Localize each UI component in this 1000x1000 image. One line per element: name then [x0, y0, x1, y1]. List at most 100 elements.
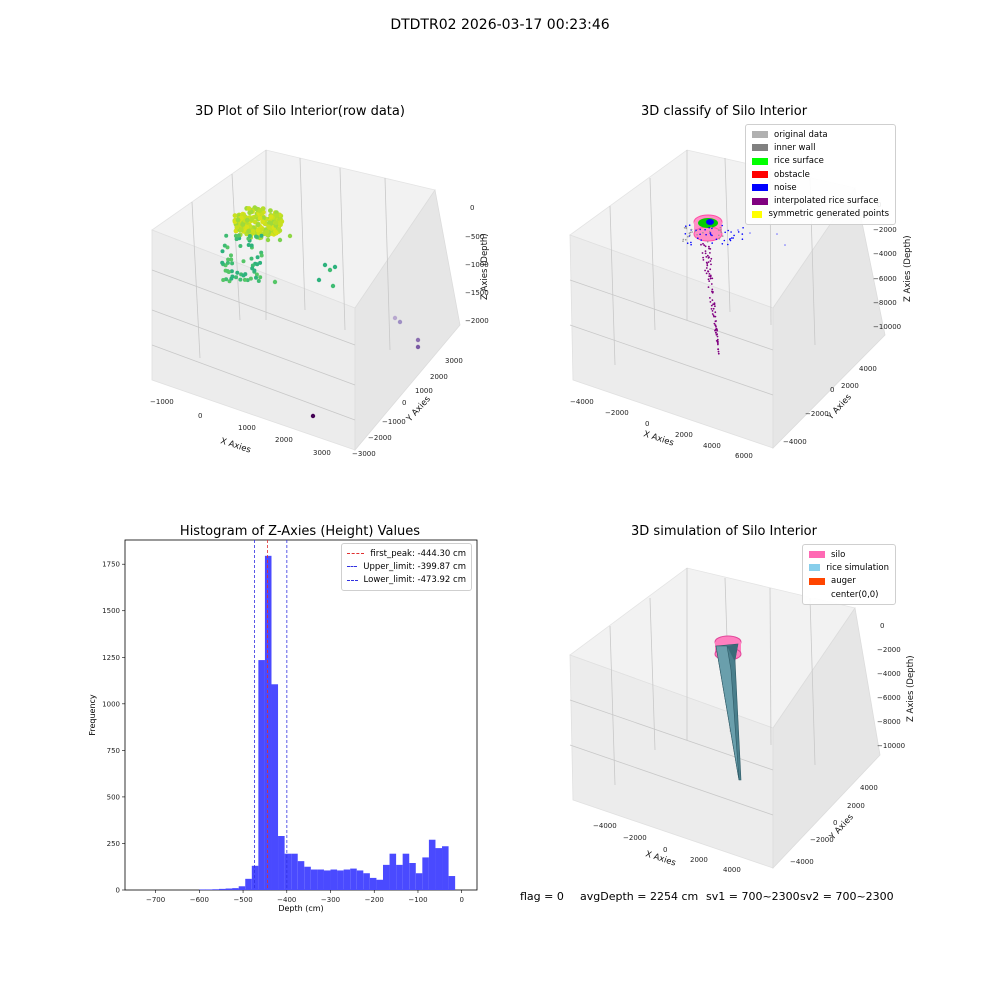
interpolated-point [704, 245, 707, 248]
histogram-xtick-label: 0 [459, 896, 463, 904]
histogram-bar [271, 684, 279, 890]
classify-xtick: 2000 [675, 431, 693, 439]
histogram-bar [409, 863, 416, 890]
raw-point [247, 234, 252, 238]
noise-point [697, 237, 699, 239]
interpolated-point [705, 261, 708, 264]
raw-point [224, 233, 229, 238]
histogram-bar [323, 870, 331, 890]
interpolated-point [712, 314, 715, 317]
raw-ytick: −1000 [382, 418, 406, 426]
interpolated-point [703, 244, 706, 247]
histogram-ytick-label: 0 [116, 887, 120, 895]
interpolated-point [709, 260, 712, 262]
noise-point [737, 231, 740, 233]
classify-plot-title: 3D classify of Silo Interior [640, 104, 808, 119]
interpolated-point [710, 257, 713, 260]
classify-ztick: −4000 [873, 250, 897, 258]
raw-point [248, 276, 253, 281]
interpolated-point [704, 269, 706, 272]
noise-point [715, 238, 718, 241]
classify-legend-swatch [752, 197, 768, 205]
histogram-bar [284, 853, 292, 890]
simulation-ztick: −6000 [877, 694, 901, 702]
raw-xtick: 1000 [238, 424, 256, 432]
raw-point [249, 243, 254, 248]
classify-legend-swatch [752, 210, 763, 218]
histogram-bar [317, 869, 324, 890]
original-point [721, 235, 724, 237]
interpolated-point [717, 348, 720, 351]
interpolated-point [717, 352, 720, 355]
raw-point [246, 243, 251, 247]
histogram-ytick-label: 1250 [102, 654, 120, 662]
raw-ztick: −1000 [465, 261, 489, 269]
histogram-legend-line [347, 566, 358, 568]
interpolated-point [711, 277, 714, 280]
histogram-bar [330, 869, 338, 890]
noise-point [704, 228, 706, 231]
raw-point [415, 344, 421, 350]
classify-legend-swatch [752, 184, 768, 192]
raw-point [232, 213, 238, 218]
classify-legend-label: interpolated rice surface [774, 196, 879, 207]
raw-point [258, 260, 263, 265]
status-avg-depth: avgDepth = 2254 cm [580, 890, 699, 903]
raw-point [287, 233, 293, 239]
raw-point [257, 215, 263, 221]
status-sv2: sv2 = 700~2300 [800, 890, 894, 903]
interpolated-point [701, 252, 704, 254]
noise-point [741, 238, 744, 240]
simulation-xtick: 2000 [690, 856, 708, 864]
raw-point [268, 214, 274, 219]
interpolated-point [709, 297, 711, 299]
histogram-bar [251, 865, 259, 890]
histogram-bar [442, 846, 449, 890]
classify-ztick: −2000 [873, 226, 897, 234]
interpolated-point [714, 311, 717, 314]
raw-point [226, 257, 231, 262]
interpolated-point [702, 256, 704, 259]
histogram-bar [389, 853, 397, 890]
histogram-bar [297, 861, 305, 890]
histogram-ytick-label: 1750 [102, 561, 120, 569]
raw-point [259, 233, 264, 238]
histogram-ytick-label: 500 [107, 793, 120, 801]
noise-point [711, 227, 713, 230]
histogram-legend-label: Lower_limit: -473.92 cm [363, 575, 466, 586]
classify-silo-ring [693, 214, 723, 242]
raw-ztick: −1500 [465, 289, 489, 297]
interpolated-point [707, 270, 709, 273]
noise-point [730, 237, 733, 239]
raw-ytick: 1000 [415, 387, 433, 395]
interpolated-point [716, 335, 719, 338]
classify-legend-entry: obstacle [752, 168, 889, 181]
interpolated-point [708, 275, 711, 278]
classify-ytick: 4000 [859, 365, 877, 373]
original-point [690, 228, 693, 231]
histogram-ylabel: Frequency [88, 694, 97, 736]
interpolated-point [705, 272, 708, 275]
raw-point [257, 208, 263, 213]
raw-3d-plot: −1000 0 1000 2000 3000 −3000 −2000 −1000… [150, 149, 490, 458]
raw-point [243, 272, 248, 277]
interpolated-point [702, 242, 704, 245]
classify-ztick: −10000 [873, 323, 901, 331]
raw-point [236, 233, 241, 238]
interpolated-point [714, 305, 716, 308]
interpolated-point [711, 299, 714, 301]
original-point [689, 231, 692, 234]
noise-point [776, 233, 778, 235]
interpolated-point [716, 333, 718, 336]
status-sv1: sv1 = 700~2300 [706, 890, 800, 903]
raw-point [265, 237, 271, 243]
raw-point [235, 270, 240, 275]
noise-point [749, 232, 751, 234]
original-point [682, 240, 684, 242]
classify-xtick: 4000 [703, 442, 721, 450]
histogram-bar [225, 888, 233, 890]
simulation-ztick: 0 [880, 622, 884, 630]
classify-legend-entry: rice surface [752, 155, 889, 168]
histogram-bar [382, 864, 390, 890]
raw-point [235, 217, 241, 223]
